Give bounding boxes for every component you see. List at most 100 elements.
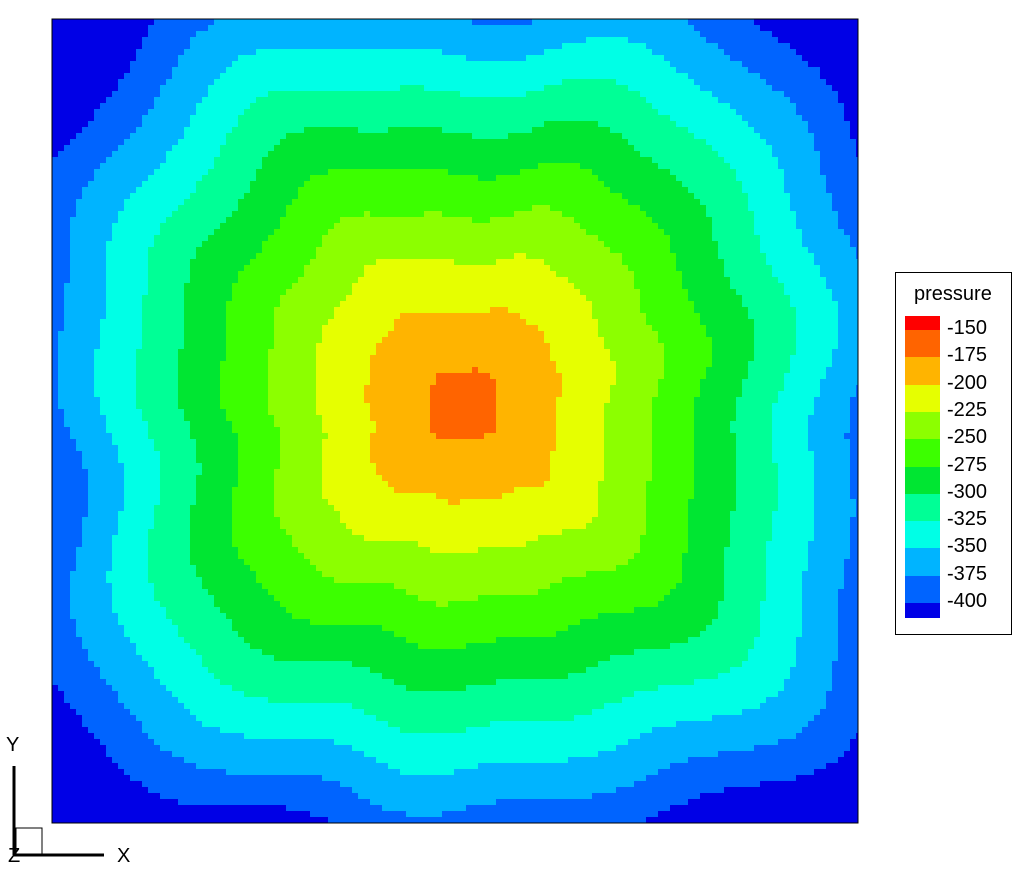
contour-cell (724, 109, 731, 116)
contour-cell (550, 73, 557, 80)
contour-cell (190, 115, 197, 122)
contour-cell (658, 187, 665, 194)
contour-cell (796, 235, 803, 242)
contour-cell (286, 199, 293, 206)
contour-cell (292, 169, 299, 176)
contour-cell (142, 181, 149, 188)
contour-cell (586, 205, 593, 212)
contour-cell (298, 229, 305, 236)
contour-cell (112, 175, 119, 182)
contour-cell (598, 235, 605, 242)
contour-cell (64, 97, 71, 104)
contour-cell (514, 217, 521, 224)
contour-cell (808, 199, 815, 206)
contour-cell (364, 121, 371, 128)
contour-cell (334, 49, 341, 56)
contour-cell (202, 157, 209, 164)
contour-cell (598, 91, 605, 98)
contour-cell (160, 169, 167, 176)
contour-cell (514, 169, 521, 176)
contour-cell (352, 127, 359, 134)
contour-cell (700, 199, 707, 206)
contour-cell (364, 91, 371, 98)
contour-cell (748, 85, 755, 92)
contour-cell (790, 169, 797, 176)
contour-cell (652, 115, 659, 122)
contour-cell (550, 181, 557, 188)
contour-cell (568, 19, 575, 26)
contour-cell (268, 25, 275, 32)
contour-cell (802, 91, 809, 98)
contour-cell (772, 223, 779, 230)
contour-cell (628, 181, 635, 188)
contour-cell (856, 181, 858, 188)
contour-cell (832, 235, 839, 242)
contour-cell (844, 145, 851, 152)
contour-cell (700, 19, 707, 26)
contour-cell (610, 97, 617, 104)
contour-cell (262, 217, 269, 224)
contour-cell (76, 163, 83, 170)
contour-cell (172, 91, 179, 98)
contour-cell (88, 109, 95, 116)
contour-cell (748, 217, 755, 224)
contour-cell (628, 175, 635, 182)
contour-cell (400, 73, 407, 80)
contour-cell (322, 19, 329, 26)
contour-cell (400, 169, 407, 176)
contour-cell (412, 61, 419, 68)
contour-cell (700, 235, 707, 242)
contour-cell (130, 205, 137, 212)
contour-cell (778, 193, 785, 200)
contour-cell (178, 199, 185, 206)
contour-cell (124, 145, 131, 152)
contour-cell (460, 109, 467, 116)
contour-cell (754, 79, 761, 86)
contour-cell (526, 205, 533, 212)
contour-cell (220, 169, 227, 176)
contour-cell (682, 61, 689, 68)
contour-cell (190, 205, 197, 212)
contour-cell (412, 205, 419, 212)
contour-cell (808, 163, 815, 170)
contour-cell (328, 37, 335, 44)
contour-cell (328, 91, 335, 98)
contour-cell (790, 151, 797, 158)
contour-cell (340, 85, 347, 92)
contour-cell (310, 37, 317, 44)
contour-cell (832, 163, 839, 170)
contour-cell (310, 175, 317, 182)
contour-cell (70, 133, 77, 140)
contour-cell (760, 115, 767, 122)
contour-cell (790, 211, 797, 218)
contour-cell (556, 199, 563, 206)
contour-cell (592, 169, 599, 176)
contour-cell (406, 121, 413, 128)
contour-cell (172, 97, 179, 104)
contour-cell (604, 109, 611, 116)
contour-cell (238, 145, 245, 152)
contour-cell (730, 235, 737, 242)
contour-cell (424, 151, 431, 158)
contour-cell (100, 19, 107, 26)
contour-cell (700, 157, 707, 164)
contour-cell (202, 169, 209, 176)
contour-cell (442, 163, 449, 170)
contour-cell (580, 193, 587, 200)
contour-cell (346, 49, 353, 56)
contour-cell (514, 151, 521, 158)
contour-cell (712, 145, 719, 152)
contour-cell (190, 181, 197, 188)
contour-cell (112, 133, 119, 140)
contour-cell (388, 139, 395, 146)
contour-cell (328, 157, 335, 164)
contour-cell (790, 19, 797, 26)
contour-cell (532, 73, 539, 80)
contour-cell (118, 121, 125, 128)
contour-cell (562, 109, 569, 116)
contour-cell (304, 193, 311, 200)
contour-cell (802, 103, 809, 110)
contour-cell (796, 151, 803, 158)
contour-cell (214, 235, 221, 242)
contour-cell (850, 145, 857, 152)
